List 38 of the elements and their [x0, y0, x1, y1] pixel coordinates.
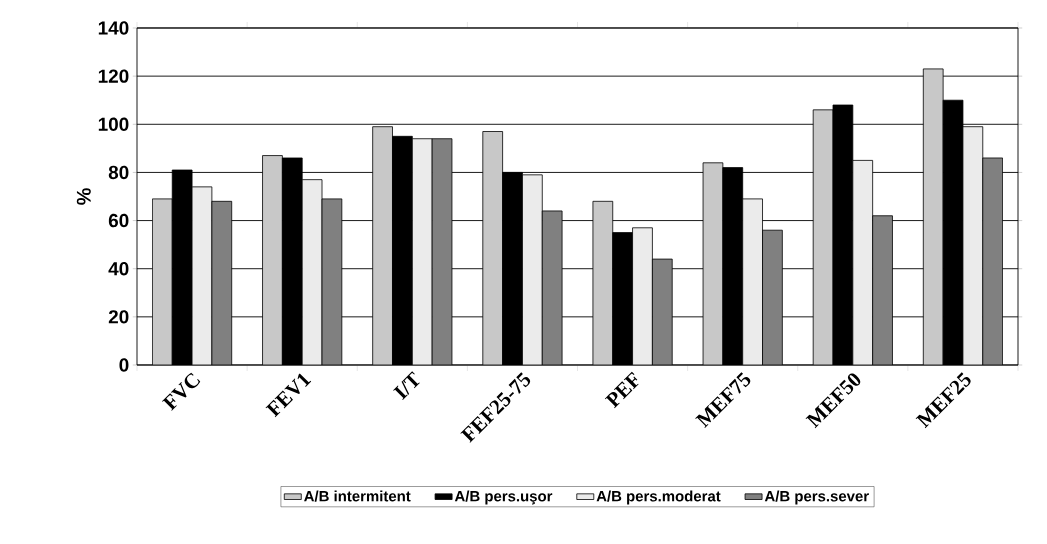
- bar: [372, 126, 393, 365]
- bar: [592, 200, 614, 365]
- bar: [852, 159, 874, 365]
- bar: [191, 186, 213, 365]
- bar: [982, 157, 1003, 365]
- bar: [152, 198, 173, 365]
- legend-label: A/B intermitent: [304, 490, 411, 502]
- x-tick-label: I/T: [393, 371, 420, 400]
- bar: [702, 162, 724, 365]
- y-tick-label: 20: [108, 310, 129, 324]
- bar: [651, 258, 673, 365]
- legend-label: A/B pers.moderat: [596, 490, 721, 505]
- y-tick-label: 140: [98, 21, 129, 35]
- y-axis-title: %: [76, 188, 91, 205]
- bar: [431, 138, 453, 365]
- bar: [922, 68, 944, 365]
- legend-label: A/B pers.uşor: [454, 490, 553, 505]
- y-tick-label: 60: [108, 213, 129, 228]
- bar: [962, 126, 984, 365]
- y-tick-label: 40: [108, 262, 129, 276]
- bar: [632, 227, 653, 365]
- legend-label: A/B pers.sever: [764, 490, 869, 505]
- y-tick-label: 0: [119, 358, 129, 372]
- y-tick-label: 100: [98, 117, 129, 131]
- bar: [482, 131, 504, 365]
- bar: [812, 109, 834, 365]
- bar: [411, 138, 433, 365]
- bar: [522, 174, 543, 365]
- bar: [872, 215, 893, 365]
- bar: [762, 229, 783, 365]
- y-tick-label: 120: [98, 69, 129, 83]
- bar: [541, 210, 563, 365]
- bar: [742, 198, 763, 365]
- bar: [211, 200, 233, 365]
- bar: [301, 179, 323, 365]
- bar: [321, 198, 343, 365]
- bar: [262, 155, 283, 365]
- y-tick-label: 80: [108, 165, 129, 180]
